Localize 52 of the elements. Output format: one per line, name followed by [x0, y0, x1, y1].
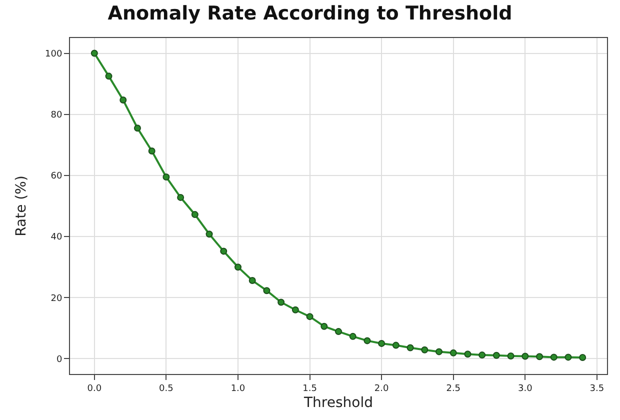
- point: [234, 264, 242, 271]
- point: [248, 277, 256, 284]
- point: [90, 50, 98, 57]
- point: [263, 287, 270, 294]
- x-tick-label: 1.0: [230, 384, 246, 394]
- point: [349, 332, 356, 340]
- x-tick-label: 2.0: [374, 384, 389, 394]
- x-tick-label: 3.5: [590, 384, 604, 394]
- chart-title: Anomaly Rate According to Threshold: [108, 2, 512, 25]
- point: [507, 352, 514, 360]
- point: [120, 96, 127, 104]
- y-tick-label: 60: [50, 172, 62, 182]
- point: [478, 352, 486, 359]
- point: [450, 349, 457, 356]
- point: [550, 354, 558, 361]
- point: [177, 194, 184, 201]
- point: [220, 248, 228, 255]
- point: [206, 230, 213, 238]
- y-tick-label: 40: [50, 232, 62, 243]
- point: [522, 352, 529, 360]
- x-tick-label: 3.0: [518, 384, 533, 394]
- y-tick-label: 100: [45, 49, 62, 60]
- y-tick-label: 0: [56, 354, 62, 365]
- point: [335, 328, 342, 336]
- point: [364, 337, 371, 344]
- point: [392, 342, 400, 349]
- point: [278, 298, 285, 306]
- point: [162, 173, 170, 180]
- y-tick-label: 20: [50, 294, 62, 304]
- point: [134, 124, 141, 132]
- point: [292, 306, 299, 314]
- point: [436, 348, 443, 356]
- point: [564, 354, 572, 361]
- point: [406, 344, 414, 352]
- point: [536, 353, 544, 360]
- point: [492, 352, 500, 359]
- point: [105, 72, 112, 80]
- point: [320, 322, 328, 330]
- x-tick-label: 1.5: [302, 384, 317, 394]
- point: [191, 211, 198, 218]
- y-axis-title: Rate (%): [14, 176, 30, 236]
- x-tick-label: 0.5: [159, 384, 174, 394]
- x-tick-label: 2.5: [446, 384, 461, 394]
- point: [464, 350, 472, 358]
- x-tick-label: 0.0: [87, 384, 102, 394]
- point: [378, 340, 386, 347]
- x-axis-title: Threshold: [303, 395, 373, 412]
- point: [148, 148, 156, 155]
- point: [421, 346, 428, 354]
- point: [579, 354, 586, 362]
- point: [306, 313, 314, 320]
- y-tick-label: 80: [50, 110, 62, 121]
